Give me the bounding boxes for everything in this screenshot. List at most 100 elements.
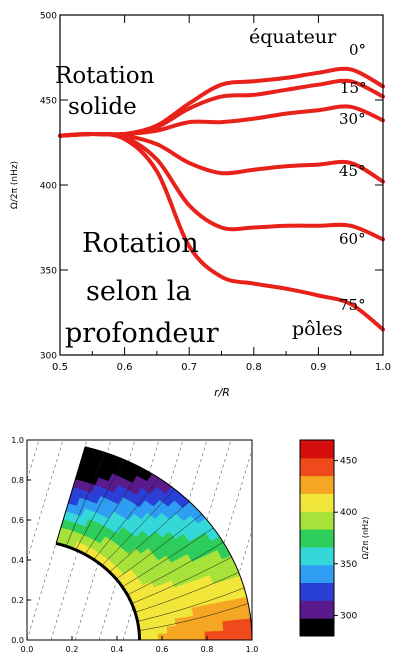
- map-y-tick-label: 0.6: [11, 516, 24, 525]
- series-label-45: 45°: [339, 162, 366, 180]
- x-tick-label: 0.9: [310, 362, 326, 373]
- contour-line: [138, 603, 249, 631]
- colorbar-tick-label: 300: [340, 611, 357, 621]
- colorbar-label: Ω/2π (nHz): [361, 517, 370, 560]
- map-x-tick-label: 0.8: [201, 645, 214, 654]
- colorbar-swatch: [300, 582, 334, 601]
- map-y-tick-label: 1.0: [11, 436, 24, 445]
- contour-line: [109, 501, 190, 573]
- map-cell: [157, 626, 168, 634]
- colorbar-swatch: [300, 493, 334, 512]
- map-cell: [166, 625, 178, 634]
- x-tick-label: 0.8: [246, 362, 262, 373]
- rotation-profile-chart: 0.5 0.6 0.7 0.8 0.9 1.0 300 350 400 450 500 r/R Ω…: [10, 12, 391, 400]
- map-cell: [175, 624, 187, 634]
- map-x-tick-label: 0.2: [66, 645, 79, 654]
- annotation-rotation-solide-1: Rotation: [55, 63, 155, 89]
- map-cell: [157, 632, 168, 640]
- rotation-map-chart: 0.0 0.2 0.4 0.6 0.8 1.0 0.0 0.2 0.4 0.6 0.8 1.0 30…: [0, 436, 370, 654]
- map-cell: [203, 621, 215, 632]
- x-tick-label: 0.5: [52, 362, 68, 373]
- map-cell: [213, 630, 225, 640]
- hatch-line: [27, 440, 40, 481]
- colorbar-tick-label: 400: [340, 508, 357, 518]
- colorbar-swatch: [300, 440, 334, 459]
- map-cell: [220, 609, 233, 622]
- x-axis: 0.5 0.6 0.7 0.8 0.9 1.0: [52, 15, 391, 373]
- map-y-tick-label: 0.0: [11, 636, 24, 645]
- map-y-tick-label: 0.4: [11, 556, 24, 565]
- contour-lines: [65, 452, 249, 631]
- contour-line: [137, 587, 245, 622]
- series-label-15: 15°: [340, 79, 367, 97]
- map-y-axis: 0.0 0.2 0.4 0.6 0.8 1.0: [11, 436, 31, 645]
- map-cell: [185, 623, 196, 633]
- contour-line: [65, 452, 106, 547]
- colorbar-axis: 300 350 400 450: [334, 457, 357, 621]
- map-cell: [167, 632, 178, 640]
- series-label-0: 0°: [349, 41, 366, 59]
- hatch-line: [194, 449, 252, 640]
- contour-line: [116, 513, 203, 580]
- colorbar-swatch: [300, 475, 334, 494]
- map-frame: [26, 439, 253, 641]
- colorbar: [300, 440, 334, 637]
- hatch-line: [0, 440, 15, 640]
- map-cell: [82, 446, 98, 459]
- map-x-tick-label: 0.6: [156, 645, 169, 654]
- map-y-tick-label: 0.8: [11, 476, 24, 485]
- y-tick-label: 500: [40, 12, 57, 22]
- series-label-75: 75°: [339, 296, 366, 314]
- series-label-60: 60°: [339, 230, 366, 248]
- x-tick-label: 0.7: [181, 362, 197, 373]
- annotation-equateur: équateur: [249, 26, 337, 48]
- map-cell: [222, 619, 234, 631]
- map-cell: [232, 629, 243, 640]
- map-cell: [195, 631, 206, 640]
- y-tick-label: 400: [40, 182, 57, 192]
- annotation-rotation-profondeur-2: selon la: [86, 276, 191, 307]
- colorbar-tick-label: 350: [340, 560, 357, 570]
- y-tick-label: 450: [40, 97, 57, 107]
- annotation-rotation-profondeur-3: profondeur: [65, 318, 219, 349]
- colorbar-swatch: [300, 600, 334, 619]
- map-x-axis: 0.0 0.2 0.4 0.6 0.8 1.0: [21, 636, 259, 654]
- series-group: [58, 66, 385, 332]
- contour-line: [93, 477, 160, 560]
- map-cell: [231, 618, 243, 631]
- map-cell: [185, 631, 197, 640]
- contour-line: [84, 468, 143, 555]
- map-x-tick-label: 1.0: [246, 645, 259, 654]
- colorbar-swatch: [300, 564, 334, 583]
- map-cell: [148, 633, 159, 640]
- y-tick-label: 300: [40, 352, 57, 362]
- colorbar-swatch: [300, 529, 334, 548]
- y-tick-label: 350: [40, 267, 57, 277]
- x-tick-label: 0.6: [117, 362, 133, 373]
- x-tick-label: 1.0: [375, 362, 391, 373]
- series-line-5: [58, 131, 385, 332]
- contour-line: [101, 488, 175, 566]
- contour-line: [75, 459, 125, 551]
- contour-line: [131, 556, 232, 604]
- colorbar-swatch: [300, 457, 334, 477]
- map-y-tick-label: 0.2: [11, 596, 24, 605]
- x-axis-label: r/R: [214, 386, 230, 399]
- annotation-poles: pôles: [292, 318, 343, 340]
- contour-line: [127, 541, 224, 596]
- map-cell: [213, 620, 224, 632]
- map-cell: [194, 622, 206, 633]
- colorbar-swatch: [300, 546, 334, 566]
- map-cell: [241, 628, 252, 640]
- map-x-tick-label: 0.4: [111, 645, 124, 654]
- rotation-map: [55, 446, 252, 640]
- contour-line: [122, 527, 214, 588]
- colorbar-swatch: [300, 618, 334, 637]
- contour-line: [135, 572, 239, 613]
- colorbar-tick-label: 450: [340, 457, 357, 467]
- annotation-rotation-profondeur-1: Rotation: [82, 228, 199, 259]
- tachocline-boundary: [55, 541, 141, 641]
- map-cell: [204, 630, 215, 640]
- hatch-line: [27, 440, 64, 561]
- map-x-tick-label: 0.0: [21, 645, 34, 654]
